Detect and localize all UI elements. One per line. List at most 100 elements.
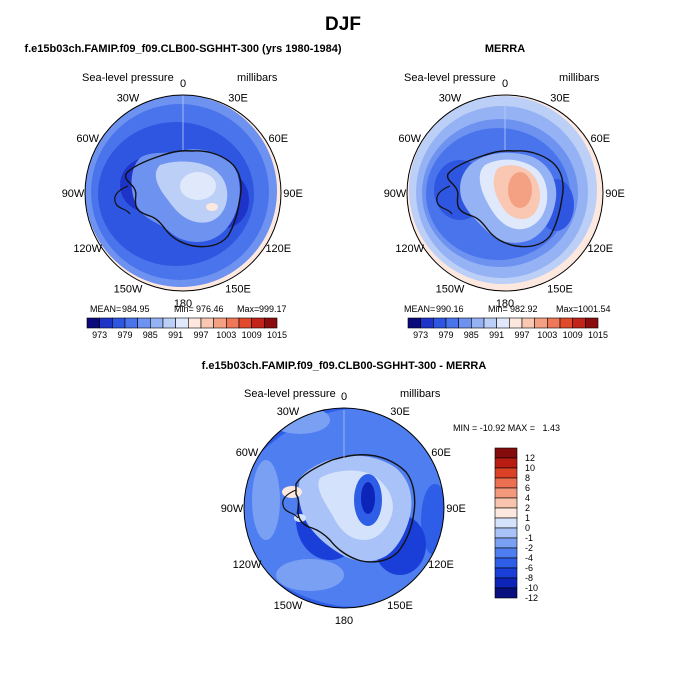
panel-model-variable: Sea-level pressure	[82, 72, 174, 84]
panel-difference-minmax: MIN = -10.92 MAX = 1.43	[453, 423, 560, 433]
merra-colorbar-label: 991	[489, 330, 504, 340]
diff-colorbar-label: -8	[525, 573, 533, 583]
diff-colorbar-box-11	[494, 557, 518, 569]
diff-fill-4	[276, 559, 344, 591]
merra-colorbar-label: 1015	[588, 330, 608, 340]
model-min-label: Min=	[174, 304, 194, 314]
model-coastline	[124, 150, 242, 248]
model-colorbar: 973 979 985 991 997 1003 1009 1015	[86, 317, 287, 340]
model-colorbar-box-12	[238, 317, 252, 329]
model-lon-label-150w: 150W	[114, 283, 143, 295]
model-colorbar-box-4	[137, 317, 151, 329]
model-max-label: Max=	[237, 304, 259, 314]
merra-colorbar-box-2	[433, 317, 447, 329]
panel-model-title: f.e15b03ch.FAMIP.f09_f09.CLB00-SGHHT-300…	[24, 43, 341, 55]
diff-lon-label-180: 180	[335, 615, 353, 627]
model-lon-label-30w: 30W	[117, 93, 140, 105]
model-colorbar-box-3	[124, 317, 138, 329]
diff-colorbar-box-1	[494, 457, 518, 469]
merra-colorbar-box-9	[521, 317, 535, 329]
diff-lon-label-30e: 30E	[390, 406, 410, 418]
merra-colorbar-box-4	[458, 317, 472, 329]
diff-coastline	[295, 454, 416, 563]
diff-colorbar-label: 1	[525, 513, 530, 523]
merra-colorbar-box-0	[407, 317, 421, 329]
panel-difference-title: f.e15b03ch.FAMIP.f09_f09.CLB00-SGHHT-300…	[202, 360, 487, 372]
panel-difference-map	[244, 408, 444, 608]
model-colorbar-box-13	[251, 317, 265, 329]
panel-merra-title: MERRA	[485, 43, 525, 55]
merra-mean-value: 990.16	[436, 304, 464, 314]
model-peninsula	[114, 185, 131, 215]
panel-model-map	[85, 95, 281, 291]
merra-lon-label-0: 0	[502, 78, 508, 90]
model-colorbar-box-14	[264, 317, 278, 329]
diff-lon-label-60w: 60W	[236, 447, 259, 459]
merra-lon-label-150e: 150E	[547, 283, 573, 295]
merra-colorbar-box-11	[547, 317, 561, 329]
model-map-border	[84, 94, 282, 292]
model-colorbar-box-6	[162, 317, 176, 329]
diff-colorbar-box-13	[494, 577, 518, 589]
diff-lon-label-150e: 150E	[387, 600, 413, 612]
diff-colorbar-box-9	[494, 537, 518, 549]
merra-lon-label-120e: 120E	[587, 243, 613, 255]
merra-colorbar-box-8	[509, 317, 523, 329]
diff-map-border	[243, 407, 445, 609]
diff-colorbar-box-10	[494, 547, 518, 559]
model-colorbar-box-2	[112, 317, 126, 329]
model-lon-label-60e: 60E	[269, 133, 289, 145]
model-mean-value: 984.95	[122, 304, 150, 314]
diff-colorbar-label: -2	[525, 543, 533, 553]
diff-peninsula	[282, 489, 299, 519]
merra-lon-label-90e: 90E	[605, 188, 625, 200]
diff-colorbar-box-4	[494, 487, 518, 499]
diff-fill-12	[361, 482, 375, 514]
merra-min-value: 982.92	[510, 304, 538, 314]
diff-colorbar-box-12	[494, 567, 518, 579]
diff-colorbar-box-5	[494, 497, 518, 509]
merra-lon-label-180: 180	[496, 298, 514, 310]
merra-colorbar-box-1	[420, 317, 434, 329]
merra-lon-label-90w: 90W	[384, 188, 407, 200]
model-lon-label-150e: 150E	[225, 283, 251, 295]
merra-lon-label-150w: 150W	[436, 283, 465, 295]
merra-coastline	[446, 150, 564, 248]
merra-lon-label-120w: 120W	[395, 243, 424, 255]
model-colorbar-box-7	[175, 317, 189, 329]
merra-lon-label-60w: 60W	[398, 133, 421, 145]
merra-min-label: Min=	[488, 304, 508, 314]
model-colorbar-label: 985	[143, 330, 158, 340]
merra-colorbar-label: 979	[438, 330, 453, 340]
diff-colorbar-label: 4	[525, 493, 530, 503]
model-lon-labels: 0 30E 60E 90E 120E 150E 180 150W 120W 90W 60W 30W	[62, 78, 303, 310]
diff-colorbar-label: 2	[525, 503, 530, 513]
diff-colorbar-box-6	[494, 507, 518, 519]
merra-peninsula	[436, 185, 453, 215]
merra-colorbar-label: 985	[464, 330, 479, 340]
merra-colorbar-label: 973	[413, 330, 428, 340]
merra-colorbar-box-12	[559, 317, 573, 329]
diff-colorbar-label: 10	[525, 463, 535, 473]
panel-difference: f.e15b03ch.FAMIP.f09_f09.CLB00-SGHHT-300…	[202, 360, 560, 627]
panel-merra: MERRA Sea-level pressure millibars 0 30E 6…	[384, 43, 625, 340]
diff-lon-labels: 0 30E 60E 90E 120E 150E 180 150W 120W 90W 60W 30W	[221, 391, 466, 627]
diff-lon-label-0: 0	[341, 391, 347, 403]
merra-colorbar-box-6	[483, 317, 497, 329]
model-colorbar-box-8	[188, 317, 202, 329]
merra-map-border	[406, 94, 604, 292]
diff-colorbar-label: -6	[525, 563, 533, 573]
model-colorbar-label: 979	[117, 330, 132, 340]
model-colorbar-box-10	[213, 317, 227, 329]
merra-colorbar-label: 1009	[563, 330, 583, 340]
diff-colorbar-label: 8	[525, 473, 530, 483]
diff-lon-label-120e: 120E	[428, 559, 454, 571]
diff-colorbar-label: -12	[525, 593, 538, 603]
merra-colorbar: 973 979 985 991 997 1003 1009 1015	[407, 317, 608, 340]
merra-colorbar-box-10	[534, 317, 548, 329]
model-colorbar-label: 1015	[267, 330, 287, 340]
model-colorbar-label: 973	[92, 330, 107, 340]
diff-colorbar-box-0	[494, 447, 518, 459]
